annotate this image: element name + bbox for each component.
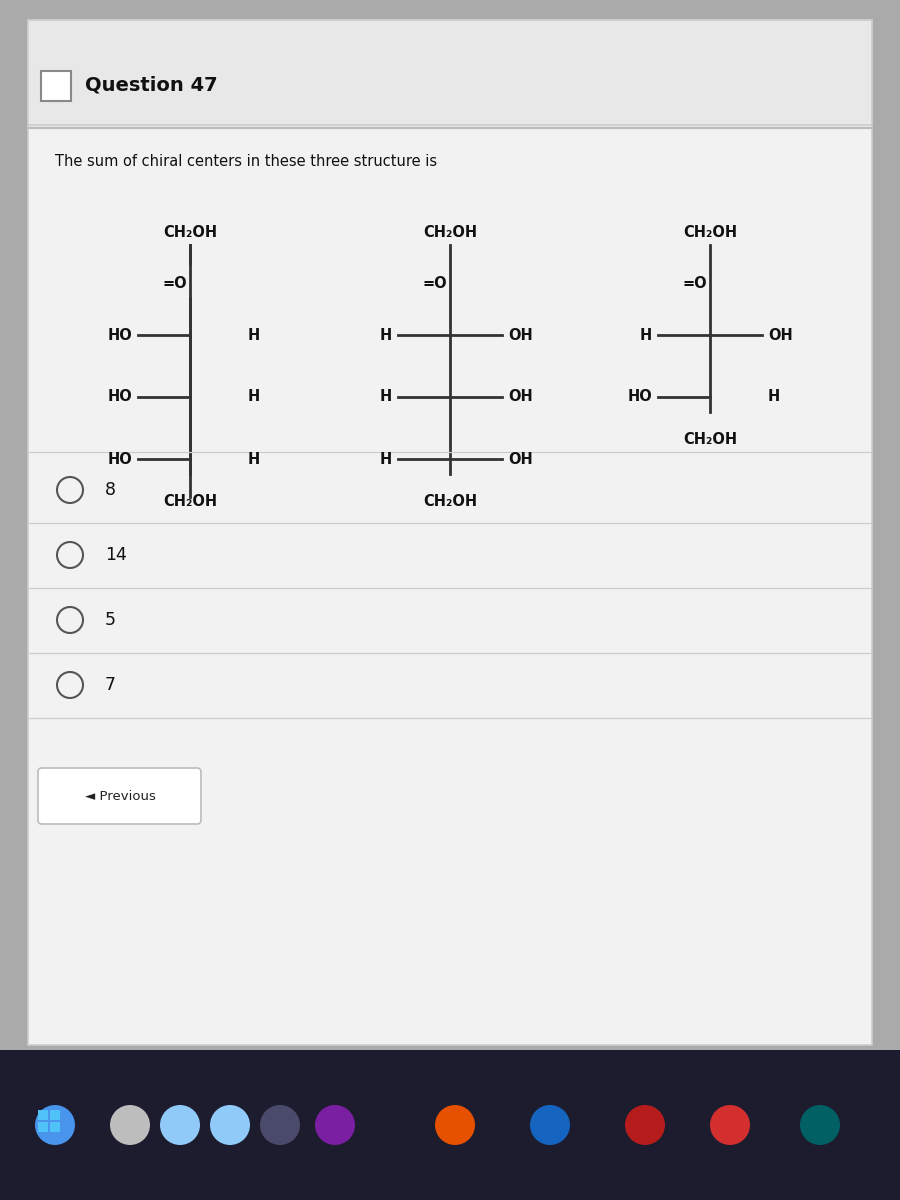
Circle shape bbox=[315, 1105, 355, 1145]
Circle shape bbox=[435, 1105, 475, 1145]
Bar bbox=[38, 1110, 48, 1120]
Text: H: H bbox=[380, 390, 392, 404]
Text: =O: =O bbox=[682, 276, 707, 290]
Circle shape bbox=[530, 1105, 570, 1145]
Text: OH: OH bbox=[508, 328, 533, 342]
Text: 5: 5 bbox=[105, 611, 116, 629]
Bar bbox=[50, 1110, 60, 1120]
Circle shape bbox=[800, 1105, 840, 1145]
Text: H: H bbox=[768, 390, 780, 404]
Text: OH: OH bbox=[768, 328, 793, 342]
Text: OH: OH bbox=[508, 451, 533, 467]
Text: CH₂OH: CH₂OH bbox=[163, 224, 217, 240]
Text: H: H bbox=[380, 451, 392, 467]
Circle shape bbox=[160, 1105, 200, 1145]
Text: HO: HO bbox=[107, 451, 132, 467]
Text: Question 47: Question 47 bbox=[85, 76, 218, 95]
Text: H: H bbox=[640, 328, 652, 342]
Text: The sum of chiral centers in these three structure is: The sum of chiral centers in these three… bbox=[55, 155, 437, 169]
Text: 7: 7 bbox=[105, 676, 116, 694]
FancyBboxPatch shape bbox=[41, 71, 71, 101]
Text: OH: OH bbox=[508, 390, 533, 404]
Circle shape bbox=[110, 1105, 150, 1145]
Text: =O: =O bbox=[162, 276, 187, 290]
Text: ◄ Previous: ◄ Previous bbox=[85, 790, 156, 803]
Circle shape bbox=[260, 1105, 300, 1145]
Circle shape bbox=[625, 1105, 665, 1145]
Text: H: H bbox=[380, 328, 392, 342]
Text: HO: HO bbox=[107, 390, 132, 404]
FancyBboxPatch shape bbox=[28, 20, 872, 1045]
Circle shape bbox=[35, 1105, 75, 1145]
Text: 8: 8 bbox=[105, 481, 116, 499]
Text: CH₂OH: CH₂OH bbox=[423, 224, 477, 240]
Text: CH₂OH: CH₂OH bbox=[683, 432, 737, 446]
Bar bbox=[50, 1122, 60, 1132]
Text: H: H bbox=[248, 451, 260, 467]
Text: =O: =O bbox=[422, 276, 447, 290]
Text: H: H bbox=[248, 328, 260, 342]
Circle shape bbox=[710, 1105, 750, 1145]
Text: H: H bbox=[248, 390, 260, 404]
Bar bbox=[38, 1122, 48, 1132]
Text: CH₂OH: CH₂OH bbox=[163, 494, 217, 509]
Bar bbox=[28, 20, 872, 125]
FancyBboxPatch shape bbox=[38, 768, 201, 824]
Text: HO: HO bbox=[107, 328, 132, 342]
Text: CH₂OH: CH₂OH bbox=[423, 494, 477, 509]
Text: 14: 14 bbox=[105, 546, 127, 564]
Text: HO: HO bbox=[627, 390, 652, 404]
Bar bbox=[0, 1050, 900, 1200]
Circle shape bbox=[210, 1105, 250, 1145]
Text: CH₂OH: CH₂OH bbox=[683, 224, 737, 240]
